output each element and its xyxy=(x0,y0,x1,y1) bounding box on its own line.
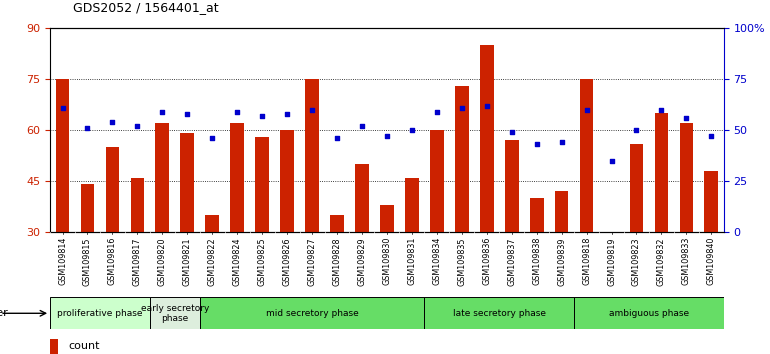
Bar xyxy=(150,297,199,329)
Bar xyxy=(105,147,119,232)
Point xyxy=(631,127,643,133)
Point xyxy=(82,125,94,131)
Bar xyxy=(679,123,693,232)
Text: GSM109838: GSM109838 xyxy=(532,237,541,285)
Text: GSM109833: GSM109833 xyxy=(682,237,691,285)
Bar xyxy=(505,140,518,232)
Text: GSM109834: GSM109834 xyxy=(432,237,441,285)
Point xyxy=(381,133,393,139)
Text: late secretory phase: late secretory phase xyxy=(453,309,546,318)
Point xyxy=(181,111,193,117)
Bar xyxy=(50,339,59,354)
Text: GSM109827: GSM109827 xyxy=(307,237,316,286)
Bar xyxy=(55,79,69,232)
Bar xyxy=(305,79,319,232)
Text: proliferative phase: proliferative phase xyxy=(57,309,142,318)
Point xyxy=(56,105,69,110)
Bar xyxy=(705,171,718,232)
Bar xyxy=(230,123,244,232)
Text: GSM109840: GSM109840 xyxy=(707,237,716,285)
Point xyxy=(156,109,169,115)
Point xyxy=(581,107,593,113)
Text: GSM109837: GSM109837 xyxy=(507,237,516,286)
Text: mid secretory phase: mid secretory phase xyxy=(266,309,359,318)
Text: GSM109815: GSM109815 xyxy=(83,237,92,286)
Text: GSM109825: GSM109825 xyxy=(258,237,266,286)
Bar xyxy=(330,215,344,232)
Bar xyxy=(604,232,618,249)
Point xyxy=(430,109,443,115)
Text: early secretory
phase: early secretory phase xyxy=(141,304,209,323)
Point xyxy=(106,119,119,125)
Bar xyxy=(430,130,444,232)
Bar xyxy=(199,297,424,329)
Bar xyxy=(131,178,144,232)
Bar xyxy=(455,86,469,232)
Text: GSM109829: GSM109829 xyxy=(357,237,367,286)
Text: GSM109831: GSM109831 xyxy=(407,237,417,285)
Text: GSM109839: GSM109839 xyxy=(557,237,566,286)
Bar xyxy=(530,198,544,232)
Point xyxy=(506,129,518,135)
Text: GSM109818: GSM109818 xyxy=(582,237,591,285)
Point xyxy=(231,109,243,115)
Bar xyxy=(50,297,150,329)
Text: GSM109836: GSM109836 xyxy=(482,237,491,285)
Point xyxy=(655,107,668,113)
Bar xyxy=(424,297,574,329)
Bar xyxy=(580,79,594,232)
Text: count: count xyxy=(69,341,100,351)
Text: other: other xyxy=(0,308,8,318)
Text: GDS2052 / 1564401_at: GDS2052 / 1564401_at xyxy=(73,1,219,14)
Text: GSM109832: GSM109832 xyxy=(657,237,666,286)
Point xyxy=(356,123,368,129)
Point xyxy=(306,107,318,113)
Text: GSM109819: GSM109819 xyxy=(607,237,616,286)
Bar xyxy=(180,133,194,232)
Bar xyxy=(81,184,95,232)
Text: GSM109826: GSM109826 xyxy=(283,237,292,286)
Bar xyxy=(256,137,269,232)
Bar xyxy=(405,178,419,232)
Text: GSM109824: GSM109824 xyxy=(233,237,242,286)
Bar xyxy=(156,123,169,232)
Text: GSM109816: GSM109816 xyxy=(108,237,117,285)
Point xyxy=(555,139,567,145)
Bar xyxy=(554,191,568,232)
Point xyxy=(680,115,692,121)
Text: GSM109828: GSM109828 xyxy=(333,237,342,286)
Point xyxy=(605,158,618,164)
Point xyxy=(206,136,219,141)
Bar xyxy=(630,144,643,232)
Bar xyxy=(280,130,294,232)
Text: GSM109835: GSM109835 xyxy=(457,237,467,286)
Point xyxy=(406,127,418,133)
Point xyxy=(705,133,718,139)
Text: GSM109821: GSM109821 xyxy=(182,237,192,286)
Point xyxy=(331,136,343,141)
Text: GSM109823: GSM109823 xyxy=(632,237,641,286)
Bar xyxy=(574,297,724,329)
Text: GSM109817: GSM109817 xyxy=(133,237,142,286)
Text: ambiguous phase: ambiguous phase xyxy=(609,309,689,318)
Text: GSM109822: GSM109822 xyxy=(208,237,216,286)
Bar xyxy=(654,113,668,232)
Bar xyxy=(206,215,219,232)
Text: GSM109820: GSM109820 xyxy=(158,237,167,286)
Point xyxy=(480,103,493,109)
Point xyxy=(131,123,143,129)
Point xyxy=(281,111,293,117)
Point xyxy=(256,113,268,119)
Bar xyxy=(380,205,393,232)
Bar xyxy=(355,164,369,232)
Bar xyxy=(480,45,494,232)
Text: GSM109814: GSM109814 xyxy=(58,237,67,285)
Point xyxy=(456,105,468,110)
Point xyxy=(531,142,543,147)
Text: GSM109830: GSM109830 xyxy=(383,237,391,285)
